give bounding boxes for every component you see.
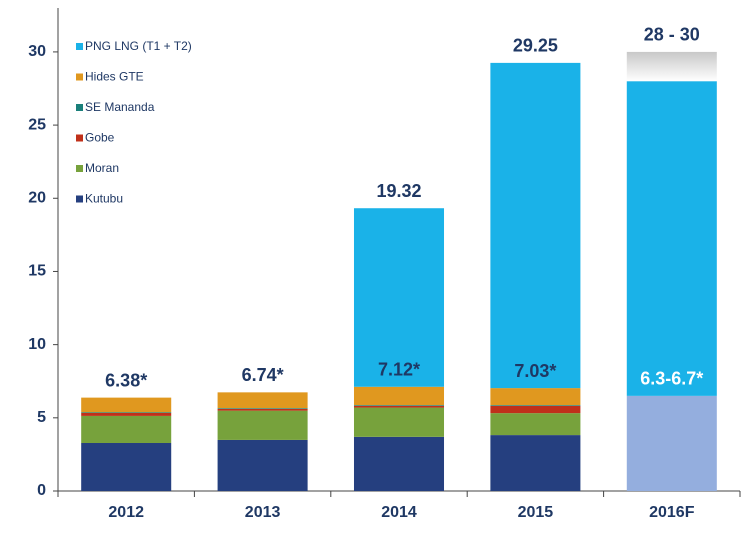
x-tick-label: 2015 [518,504,554,521]
bar-segment [353,436,445,491]
bar-segment [490,405,581,406]
bar-segment [490,388,581,406]
y-tick-label: 30 [28,43,46,60]
legend-label: Gobe [85,131,115,145]
bar-segment [217,392,308,409]
x-tick-label: 2016F [649,504,695,521]
legend-swatch [76,73,83,81]
x-tick-label: 2013 [245,504,281,521]
bar-segment [217,408,308,411]
bar-segment [353,405,445,406]
legend-label: Kutubu [85,192,123,206]
forecast-range [626,51,717,82]
total-label: 6.38* [105,370,147,390]
x-tick-label: 2012 [108,504,144,521]
total-label: 29.25 [513,36,558,56]
domestic-label: 6.3-6.7* [640,369,703,389]
legend-label: PNG LNG (T1 + T2) [85,39,192,53]
forecast-domestic [626,395,717,491]
legend-label: Moran [85,161,119,175]
legend-swatch [76,43,83,50]
total-label: 28 - 30 [644,25,700,45]
bar-segment [490,413,581,436]
bar-segment [217,410,308,440]
x-tick-label: 2014 [381,504,417,521]
domestic-label: 7.12* [378,360,420,380]
bar-segment [81,412,172,416]
bar-segment [353,386,445,406]
y-tick-label: 0 [37,482,46,499]
bar-segment [490,435,581,491]
legend-label: SE Mananda [85,100,155,114]
bar-segment [81,415,172,443]
bar-segment [81,397,172,413]
bar-segment [81,442,172,491]
bar-segment [217,408,308,409]
legend-swatch [76,165,83,172]
total-label: 19.32 [376,181,421,201]
bar-segment [217,439,308,491]
y-tick-label: 5 [37,409,46,426]
y-tick-label: 10 [28,336,46,353]
domestic-label: 7.03* [514,361,556,381]
legend-swatch [76,134,83,142]
legend-label: Hides GTE [85,70,144,84]
bar-segment [353,407,445,437]
y-tick-label: 15 [28,263,46,280]
y-tick-label: 20 [28,189,46,206]
bar-segment [626,81,717,396]
legend-swatch [76,195,83,203]
y-tick-label: 25 [28,116,46,133]
legend-swatch [76,104,83,111]
bar-segment [490,405,581,414]
bar-segment [490,62,581,389]
bar-segment [353,208,445,387]
bar-segment [81,412,172,413]
bar-segment [353,405,445,408]
total-label: 6.74* [242,365,284,385]
